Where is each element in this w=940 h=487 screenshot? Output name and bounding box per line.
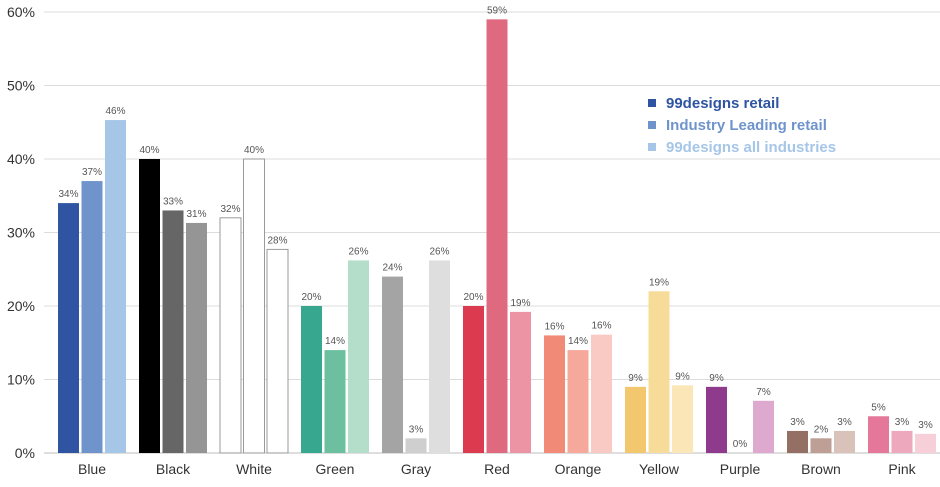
bar-value-label: 26% — [348, 246, 368, 257]
bar — [753, 400, 774, 453]
bar — [648, 291, 670, 453]
bar-value-label: 0% — [733, 439, 748, 450]
bar-value-label: 9% — [709, 373, 724, 384]
bar — [301, 306, 322, 453]
y-tick-label: 60% — [7, 4, 35, 20]
bar — [219, 217, 242, 454]
bar-value-label: 14% — [325, 336, 345, 347]
x-tick-label: Blue — [78, 461, 106, 477]
bar-value-label: 16% — [544, 321, 564, 332]
bar — [58, 203, 79, 453]
legend-label: 99designs all industries — [666, 138, 837, 156]
y-tick-label: 40% — [7, 151, 35, 167]
bar — [915, 433, 936, 453]
bar — [706, 386, 727, 453]
bar-value-label: 5% — [871, 402, 886, 413]
x-tick-label: Black — [156, 461, 191, 477]
bar — [486, 19, 508, 453]
x-tick-label: Gray — [401, 461, 431, 477]
x-tick-label: Green — [316, 461, 355, 477]
bar-value-label: 3% — [837, 417, 852, 428]
bar-value-label: 20% — [301, 292, 321, 303]
bar-value-label: 59% — [487, 5, 507, 16]
bar-value-label: 19% — [649, 277, 669, 288]
bar — [567, 350, 589, 453]
bar-value-label: 2% — [814, 424, 829, 435]
bar — [834, 430, 855, 453]
bar — [510, 311, 531, 453]
bar-value-label: 3% — [918, 420, 933, 431]
bar — [324, 350, 346, 453]
bar — [891, 430, 913, 453]
legend: 99designs retail Industry Leading retail… — [648, 92, 836, 158]
bar-value-label: 34% — [58, 189, 78, 200]
bar — [348, 260, 369, 453]
bar-value-label: 14% — [568, 336, 588, 347]
x-tick-label: Brown — [801, 461, 841, 477]
legend-label: 99designs retail — [666, 94, 780, 112]
bar-value-label: 16% — [591, 321, 611, 332]
bar-value-label: 40% — [139, 145, 159, 156]
bar — [787, 430, 808, 453]
bar-value-label: 3% — [895, 417, 910, 428]
x-tick-label: Red — [484, 461, 510, 477]
bar-value-label: 28% — [267, 235, 287, 246]
x-tick-label: White — [236, 461, 272, 477]
bar-value-label: 19% — [510, 298, 530, 309]
bar — [672, 385, 693, 453]
bar — [810, 438, 832, 453]
legend-label: Industry Leading retail — [666, 116, 827, 134]
bar-value-label: 9% — [628, 373, 643, 384]
y-tick-label: 20% — [7, 298, 35, 314]
bar — [625, 386, 646, 453]
legend-item-industry-leading-retail: Industry Leading retail — [648, 114, 836, 136]
bar — [243, 158, 265, 454]
bar-value-label: 9% — [675, 371, 690, 382]
bar-value-label: 32% — [220, 204, 240, 215]
legend-swatch — [648, 143, 656, 151]
bar-value-label: 40% — [244, 145, 264, 156]
bar-value-label: 24% — [382, 263, 402, 274]
bar-value-label: 20% — [463, 292, 483, 303]
legend-swatch — [648, 121, 656, 129]
bar — [266, 248, 289, 454]
y-tick-label: 10% — [7, 372, 35, 388]
legend-item-99designs-all-industries: 99designs all industries — [648, 136, 836, 158]
bar — [105, 120, 126, 454]
bar-value-label: 7% — [756, 387, 771, 398]
legend-item-99designs-retail: 99designs retail — [648, 92, 836, 114]
bar — [186, 222, 207, 453]
bar — [81, 181, 103, 454]
legend-swatch — [648, 99, 656, 107]
y-tick-label: 0% — [15, 445, 35, 461]
bar-value-label: 37% — [82, 167, 102, 178]
x-tick-label: Pink — [888, 461, 916, 477]
bar-value-label: 26% — [429, 246, 449, 257]
x-tick-label: Orange — [555, 461, 602, 477]
x-tick-label: Purple — [720, 461, 761, 477]
bar-value-label: 31% — [186, 209, 206, 220]
bar — [162, 210, 184, 453]
bar-value-label: 3% — [790, 417, 805, 428]
bar — [868, 416, 889, 453]
bar-value-label: 3% — [409, 424, 424, 435]
bar-value-label: 33% — [163, 196, 183, 207]
bar — [405, 438, 427, 453]
bar-value-label: 46% — [105, 106, 125, 117]
bar — [139, 159, 160, 453]
bar — [463, 306, 484, 453]
y-tick-label: 30% — [7, 225, 35, 241]
y-tick-label: 50% — [7, 78, 35, 94]
bar — [429, 260, 450, 453]
bar — [591, 334, 612, 453]
bar — [382, 276, 403, 453]
x-tick-label: Yellow — [639, 461, 680, 477]
bar — [544, 335, 565, 453]
